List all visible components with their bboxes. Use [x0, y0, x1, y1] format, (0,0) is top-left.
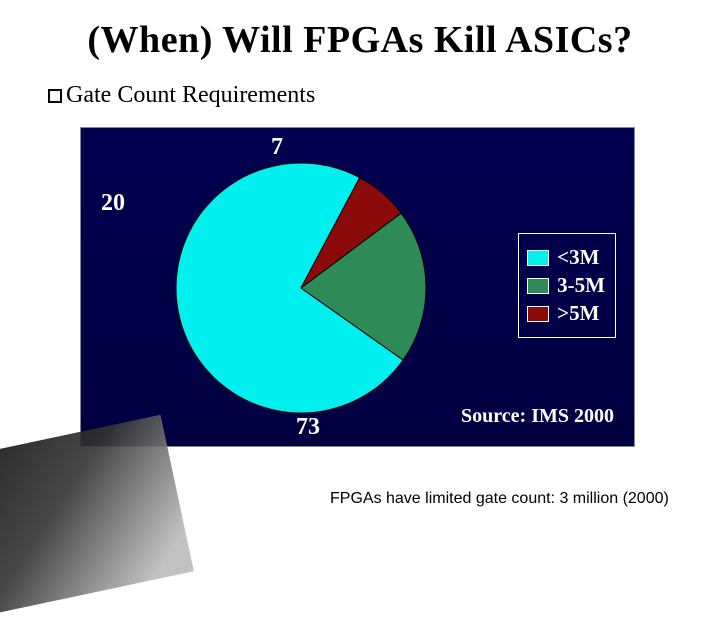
- legend-swatch: [527, 306, 549, 322]
- caption-text: FPGAs have limited gate count: 3 million…: [330, 489, 669, 510]
- legend-label: <3M: [557, 245, 599, 270]
- subtitle-row: Gate Count Requirements: [0, 62, 720, 109]
- pie-value-label: 7: [271, 134, 283, 161]
- subtitle-prefix: Gate: [66, 82, 111, 108]
- pie-chart: [171, 158, 431, 418]
- pie-value-label: 73: [296, 414, 320, 441]
- pie-chart-panel: 7 20 73 <3M 3-5M >5M Source: IMS 2000: [80, 127, 635, 447]
- legend-label: 3-5M: [557, 273, 605, 298]
- legend-item: 3-5M: [527, 273, 605, 298]
- pie-value-label: 20: [101, 190, 125, 217]
- chart-source: Source: IMS 2000: [461, 405, 614, 428]
- legend-swatch: [527, 250, 549, 266]
- legend-item: >5M: [527, 301, 605, 326]
- slide-corner-decoration: [0, 415, 194, 625]
- legend-label: >5M: [557, 301, 599, 326]
- legend: <3M 3-5M >5M: [518, 233, 616, 338]
- bullet-icon: [48, 89, 62, 103]
- page-title: (When) Will FPGAs Kill ASICs?: [0, 0, 720, 62]
- subtitle-rest: Count Requirements: [111, 82, 315, 108]
- legend-item: <3M: [527, 245, 605, 270]
- legend-swatch: [527, 278, 549, 294]
